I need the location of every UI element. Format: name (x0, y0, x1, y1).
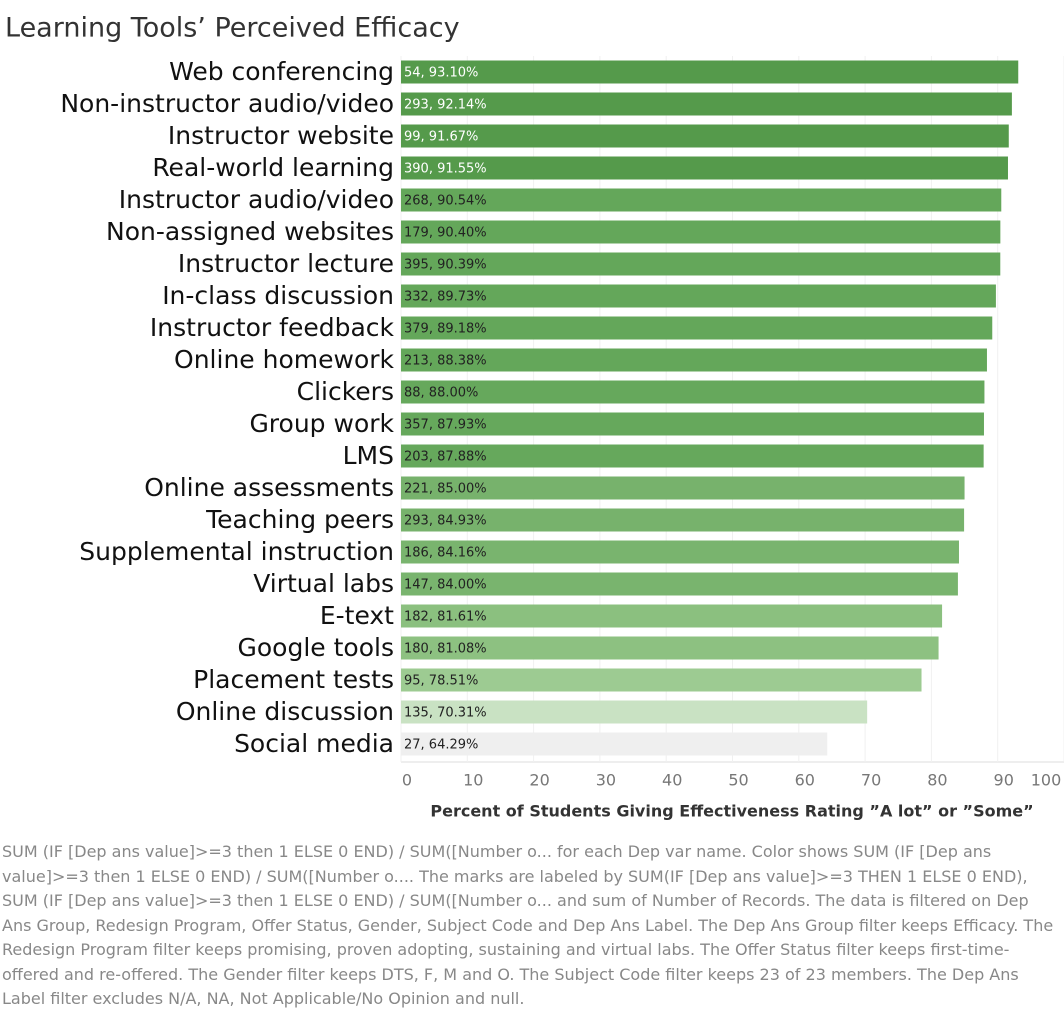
category-label: Social media (234, 729, 394, 758)
x-tick-label: 40 (662, 771, 682, 790)
category-label: In-class discussion (162, 281, 394, 310)
value-label: 379, 89.18% (404, 322, 487, 337)
value-label: 332, 89.73% (404, 290, 487, 305)
value-label: 221, 85.00% (404, 482, 487, 497)
value-label: 390, 91.55% (404, 162, 487, 177)
bar (401, 252, 1001, 276)
chart: Learning Tools’ Perceived Efficacy Perce… (5, 13, 1064, 821)
bar (401, 508, 965, 532)
category-label: Online homework (174, 345, 394, 374)
bar (401, 412, 984, 436)
bar (401, 124, 1009, 148)
x-tick-label: 60 (795, 771, 815, 790)
value-label: 395, 90.39% (404, 258, 487, 273)
category-label: Instructor feedback (150, 313, 395, 342)
category-label: Online assessments (144, 473, 394, 502)
category-label: Instructor lecture (178, 249, 394, 278)
bar (401, 380, 985, 404)
category-label: E-text (320, 601, 394, 630)
value-label: 95, 78.51% (404, 674, 478, 689)
bar (401, 284, 996, 308)
category-label: Placement tests (193, 665, 394, 694)
bar (401, 444, 984, 468)
x-tick-label: 100 (1031, 771, 1062, 790)
bar (401, 60, 1019, 84)
value-label: 88, 88.00% (404, 386, 478, 401)
caption: SUM (IF [Dep ans value]>=3 then 1 ELSE 0… (2, 842, 1054, 1008)
bar (401, 156, 1008, 180)
value-label: 147, 84.00% (404, 578, 487, 593)
chart-title: Learning Tools’ Perceived Efficacy (5, 13, 460, 44)
bar (401, 92, 1012, 116)
category-label: Real-world learning (152, 153, 394, 182)
value-label: 293, 84.93% (404, 514, 487, 529)
x-tick-label: 80 (927, 771, 947, 790)
category-label: Google tools (238, 633, 394, 662)
category-label: Clickers (297, 377, 394, 406)
x-tick-label: 20 (529, 771, 549, 790)
category-label: Non-assigned websites (106, 217, 394, 246)
category-label: Instructor audio/video (119, 185, 394, 214)
value-label: 182, 81.61% (404, 610, 487, 625)
bar (401, 572, 958, 596)
bar (401, 700, 868, 724)
bar (401, 348, 987, 372)
value-label: 27, 64.29% (404, 738, 478, 753)
x-axis-title: Percent of Students Giving Effectiveness… (430, 802, 1033, 821)
bar (401, 220, 1001, 244)
value-label: 203, 87.88% (404, 450, 487, 465)
x-tick-label: 30 (596, 771, 616, 790)
value-label: 179, 90.40% (404, 226, 487, 241)
value-label: 186, 84.16% (404, 546, 487, 561)
value-label: 293, 92.14% (404, 98, 487, 113)
bar (401, 316, 993, 340)
bar (401, 540, 959, 564)
category-label: LMS (343, 441, 394, 470)
category-label: Teaching peers (205, 505, 394, 534)
value-label: 213, 88.38% (404, 354, 487, 369)
bar (401, 668, 922, 692)
value-label: 180, 81.08% (404, 642, 487, 657)
category-label: Instructor website (168, 121, 394, 150)
bar (401, 476, 965, 500)
x-tick-label: 0 (402, 771, 412, 790)
value-label: 357, 87.93% (404, 418, 487, 433)
x-tick-label: 10 (463, 771, 483, 790)
x-tick-label: 90 (994, 771, 1014, 790)
bar (401, 636, 939, 660)
category-label: Online discussion (176, 697, 394, 726)
category-label: Supplemental instruction (79, 537, 394, 566)
bar (401, 604, 943, 628)
category-label: Web conferencing (169, 57, 394, 86)
bar (401, 732, 828, 756)
bar (401, 188, 1002, 212)
category-label: Non-instructor audio/video (60, 89, 394, 118)
x-tick-label: 50 (728, 771, 748, 790)
value-label: 268, 90.54% (404, 194, 487, 209)
x-tick-label: 70 (861, 771, 881, 790)
category-label: Group work (249, 409, 394, 438)
value-label: 54, 93.10% (404, 66, 478, 81)
value-label: 99, 91.67% (404, 130, 478, 145)
category-label: Virtual labs (253, 569, 394, 598)
value-label: 135, 70.31% (404, 706, 487, 721)
